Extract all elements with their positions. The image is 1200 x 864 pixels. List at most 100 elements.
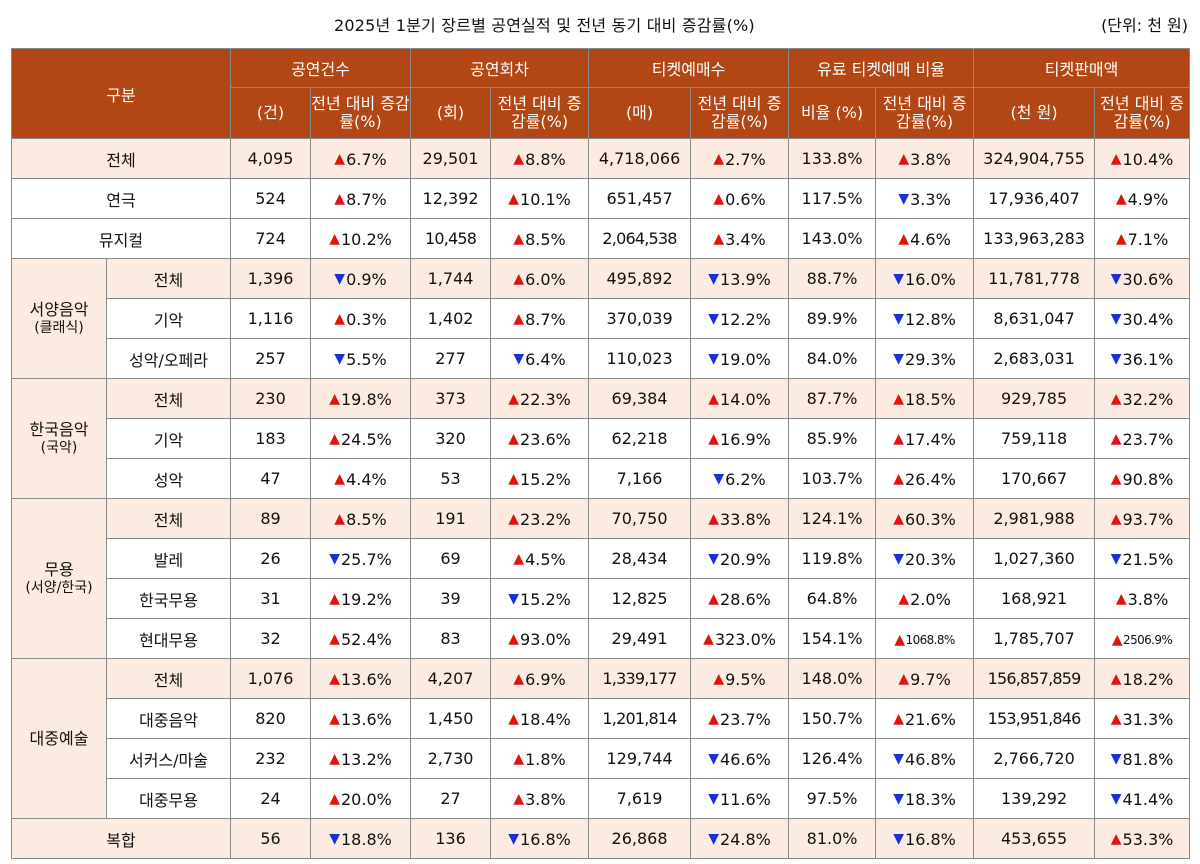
change-value: ▼ 21.5% — [1111, 550, 1174, 569]
change-text: 21.5% — [1122, 549, 1174, 569]
row-label: 연극 — [10, 178, 232, 219]
group-label-korean: 한국음악 (국악) — [11, 378, 107, 499]
cell: 1,201,814 — [588, 698, 692, 739]
triangle-up-icon: ▲ — [1115, 191, 1127, 208]
pct-cell: ▼ 36.1% — [1094, 338, 1191, 379]
change-value: ▲ 9.5% — [713, 670, 765, 689]
cell: 69 — [410, 538, 492, 579]
change-value: ▼ 46.8% — [893, 750, 956, 769]
change-text: 32.2% — [1122, 389, 1174, 409]
triangle-down-icon: ▼ — [508, 591, 520, 608]
cell: 4,207 — [410, 658, 492, 699]
change-text: 323.0% — [714, 629, 776, 649]
pct-cell: ▲ 90.8% — [1094, 458, 1191, 499]
pct-cell: ▲ 26.4% — [875, 458, 975, 499]
group-label-dance: 무용 (서양/한국) — [11, 498, 107, 659]
triangle-up-icon: ▲ — [898, 151, 910, 168]
change-text: 14.0% — [720, 389, 771, 409]
cell: 89 — [230, 498, 312, 539]
pct-cell: ▲ 323.0% — [690, 618, 790, 659]
change-text: 8.5% — [346, 509, 387, 529]
pct-cell: ▼ 12.2% — [690, 298, 790, 339]
change-value: ▲ 6.7% — [334, 150, 386, 169]
triangle-down-icon: ▼ — [513, 351, 525, 368]
pct-cell: ▼ 11.6% — [690, 778, 790, 819]
cell: 2,766,720 — [973, 738, 1096, 779]
triangle-up-icon: ▲ — [513, 151, 525, 168]
pct-cell: ▼ 46.8% — [875, 738, 975, 779]
pct-cell: ▲ 52.4% — [310, 618, 412, 659]
change-value: ▲ 17.4% — [893, 430, 956, 449]
change-value: ▲ 23.7% — [1111, 430, 1174, 449]
cell: 24 — [230, 778, 312, 819]
triangle-down-icon: ▼ — [508, 831, 520, 848]
triangle-up-icon: ▲ — [708, 711, 720, 728]
change-value: ▼ 20.3% — [893, 550, 956, 569]
cell: 1,396 — [230, 258, 312, 299]
header-sub: (회) — [410, 87, 492, 139]
change-value: ▲ 3.4% — [713, 230, 765, 249]
change-value: ▲ 8.5% — [334, 510, 386, 529]
pct-cell: ▲ 24.5% — [310, 418, 412, 459]
pct-cell: ▲ 13.6% — [310, 698, 412, 739]
change-value: ▲ 8.7% — [513, 310, 565, 329]
pct-cell: ▲ 2506.9% — [1094, 618, 1191, 659]
header-group: 티켓예매수 — [588, 48, 790, 88]
triangle-up-icon: ▲ — [893, 431, 905, 448]
pct-cell: ▼ 25.7% — [310, 538, 412, 579]
row-label: 대중무용 — [105, 778, 232, 819]
cell: 143.0% — [788, 218, 877, 259]
triangle-down-icon: ▼ — [708, 751, 720, 768]
pct-cell: ▲ 23.7% — [1094, 418, 1191, 459]
pct-cell: ▲ 9.5% — [690, 658, 790, 699]
pct-cell: ▲ 3.4% — [690, 218, 790, 259]
triangle-up-icon: ▲ — [334, 311, 346, 328]
cell: 257 — [230, 338, 312, 379]
change-value: ▲ 4.6% — [898, 230, 950, 249]
change-value: ▲ 9.7% — [898, 670, 950, 689]
triangle-up-icon: ▲ — [1110, 151, 1122, 168]
pct-cell: ▲ 3.8% — [875, 138, 975, 179]
row-label: 기악 — [105, 418, 232, 459]
change-text: 6.7% — [346, 149, 387, 169]
change-text: 12.8% — [905, 309, 956, 329]
pct-cell: ▲ 4.5% — [490, 538, 590, 579]
change-text: 3.8% — [525, 789, 566, 809]
change-text: 6.0% — [525, 269, 566, 289]
change-text: 25.7% — [341, 549, 392, 569]
change-text: 60.3% — [905, 509, 956, 529]
change-value: ▲ 3.8% — [513, 790, 565, 809]
change-text: 81.8% — [1122, 749, 1174, 769]
cell: 373 — [410, 378, 492, 419]
change-text: 3.8% — [910, 149, 951, 169]
change-value: ▲ 8.8% — [513, 150, 565, 169]
triangle-down-icon: ▼ — [1110, 751, 1122, 768]
triangle-up-icon: ▲ — [513, 271, 525, 288]
table-row: 복합 56 ▼ 18.8% 136 ▼ 16.8% 26,868 ▼ 24.8% 81… — [10, 818, 1191, 859]
pct-cell: ▲ 4.4% — [310, 458, 412, 499]
change-text: 29.3% — [905, 349, 956, 369]
cell: 17,936,407 — [973, 178, 1096, 219]
triangle-up-icon: ▲ — [508, 391, 520, 408]
triangle-up-icon: ▲ — [334, 511, 346, 528]
cell: 929,785 — [973, 378, 1096, 419]
pct-cell: ▲ 10.4% — [1094, 138, 1191, 179]
triangle-up-icon: ▲ — [708, 391, 720, 408]
triangle-up-icon: ▲ — [898, 671, 910, 688]
cell: 133,963,283 — [973, 218, 1096, 259]
change-value: ▼ 30.6% — [1111, 270, 1174, 289]
change-text: 6.2% — [725, 469, 766, 489]
group-label-popular: 대중예술 — [11, 658, 107, 819]
change-value: ▲ 3.8% — [1116, 590, 1168, 609]
triangle-down-icon: ▼ — [893, 551, 905, 568]
pct-cell: ▲ 23.6% — [490, 418, 590, 459]
triangle-up-icon: ▲ — [1115, 231, 1127, 248]
change-text: 21.6% — [905, 709, 956, 729]
triangle-up-icon: ▲ — [329, 711, 340, 728]
pct-cell: ▲ 1068.8% — [875, 618, 975, 659]
change-text: 30.6% — [1122, 269, 1174, 289]
table-row: 성악/오페라 257 ▼ 5.5% 277 ▼ 6.4% 110,023 ▼ 19.0… — [12, 338, 1191, 379]
pct-cell: ▲ 17.4% — [875, 418, 975, 459]
cell: 183 — [230, 418, 312, 459]
triangle-down-icon: ▼ — [708, 831, 720, 848]
